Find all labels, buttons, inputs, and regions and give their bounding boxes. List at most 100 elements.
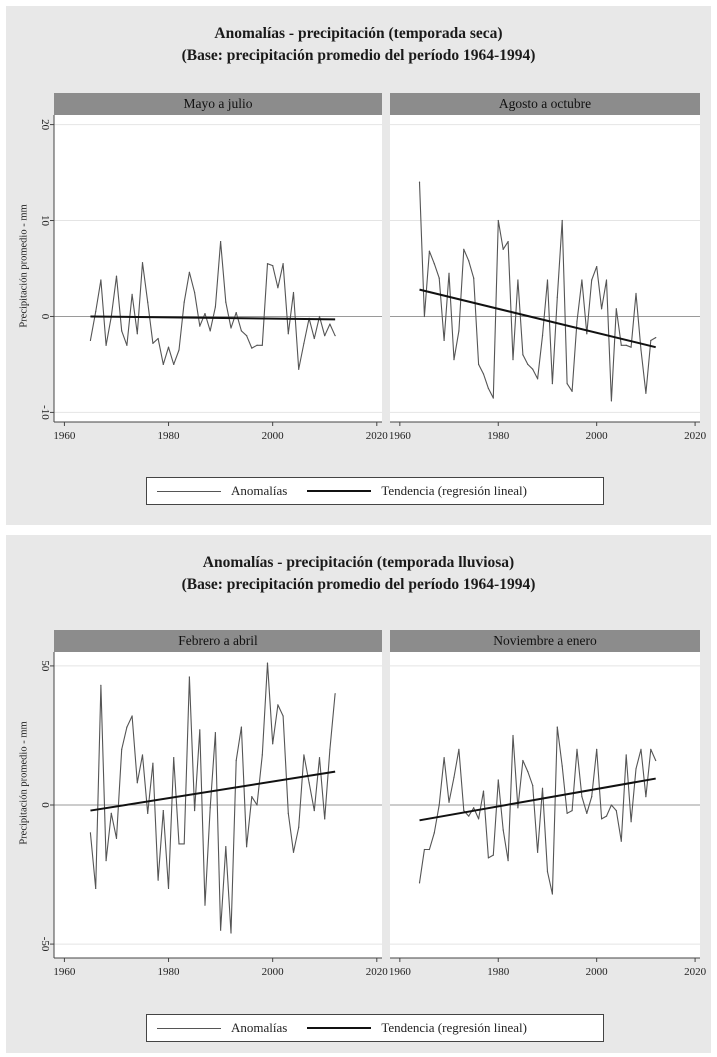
data-point xyxy=(477,818,480,820)
data-point xyxy=(251,796,253,798)
data-point xyxy=(303,754,305,756)
data-point xyxy=(193,291,196,294)
data-point xyxy=(605,815,608,817)
data-point xyxy=(89,832,92,834)
data-point xyxy=(571,809,573,812)
legend-item-anomalies: Anomalías xyxy=(157,1020,287,1036)
data-point xyxy=(115,837,118,839)
data-point xyxy=(141,754,144,756)
data-point xyxy=(615,308,617,310)
data-point xyxy=(188,676,190,678)
panel-header xyxy=(54,630,382,652)
x-tick-label: 2000 xyxy=(586,966,609,978)
legend-item-anomalies: Anomalías xyxy=(157,483,287,499)
data-point xyxy=(131,715,133,717)
data-point xyxy=(473,807,475,809)
data-point xyxy=(630,346,632,348)
data-point xyxy=(507,241,509,243)
data-point xyxy=(458,330,460,332)
data-point xyxy=(650,748,652,750)
data-point xyxy=(199,325,201,327)
data-point xyxy=(214,732,216,734)
data-point xyxy=(423,848,426,851)
data-point xyxy=(100,279,102,281)
data-point xyxy=(527,771,529,773)
data-point xyxy=(477,363,480,366)
data-point xyxy=(438,804,440,806)
data-point xyxy=(443,757,445,759)
series-anomalies-line xyxy=(89,662,336,934)
data-point xyxy=(591,796,593,798)
data-point xyxy=(428,250,430,252)
data-point xyxy=(645,392,647,394)
data-point xyxy=(458,748,460,750)
data-point xyxy=(581,796,583,798)
data-point xyxy=(282,715,284,717)
legend-swatch-thin-line xyxy=(157,490,221,492)
data-point xyxy=(532,784,534,787)
data-point xyxy=(266,662,269,664)
x-tick-label: 1960 xyxy=(389,966,412,978)
data-point xyxy=(561,765,563,767)
data-point xyxy=(640,748,642,750)
data-point xyxy=(468,260,470,262)
x-tick-label: 1980 xyxy=(158,430,181,442)
legend-swatch-thick-line xyxy=(307,1027,372,1029)
chart-subtitle: (Base: precipitación promedio del períod… xyxy=(181,47,536,64)
data-point xyxy=(541,335,544,337)
data-point xyxy=(282,263,284,265)
data-point xyxy=(428,848,430,851)
data-point xyxy=(324,335,326,337)
data-point xyxy=(645,796,647,798)
data-point xyxy=(230,932,232,934)
legend-label: Tendencia (regresión lineal) xyxy=(381,483,527,498)
data-point xyxy=(443,339,445,342)
data-point xyxy=(209,807,211,809)
data-point xyxy=(235,312,237,314)
data-point xyxy=(277,287,279,289)
x-tick-label: 2020 xyxy=(366,430,389,442)
data-point xyxy=(121,748,123,750)
legend: Anomalías Tendencia (regresión lineal) xyxy=(146,477,604,505)
data-point xyxy=(473,277,475,279)
data-point xyxy=(448,272,450,274)
data-point xyxy=(468,815,470,817)
data-point xyxy=(95,311,97,313)
data-point xyxy=(178,843,180,845)
data-point xyxy=(650,339,652,342)
data-point xyxy=(453,359,455,361)
data-point xyxy=(600,818,603,820)
x-tick-label: 1960 xyxy=(53,430,76,442)
data-point xyxy=(541,787,544,789)
data-point xyxy=(655,759,657,762)
series-trend-line xyxy=(90,770,336,812)
data-point xyxy=(136,782,138,784)
data-point xyxy=(620,840,622,842)
data-point xyxy=(453,776,455,778)
panel-title: Mayo a julio xyxy=(184,96,253,111)
data-point xyxy=(152,342,154,344)
data-point xyxy=(502,248,504,250)
data-point xyxy=(537,851,539,853)
series-trend-line xyxy=(419,777,656,822)
data-point xyxy=(581,279,583,281)
data-point xyxy=(147,812,149,814)
data-point xyxy=(261,344,263,346)
series-trend-line xyxy=(419,288,656,349)
data-point xyxy=(298,826,300,828)
data-point xyxy=(193,809,196,812)
data-point xyxy=(157,879,159,881)
data-point xyxy=(131,293,133,296)
data-point xyxy=(329,748,331,750)
data-point xyxy=(522,354,524,356)
legend-item-trend: Tendencia (regresión lineal) xyxy=(307,1020,527,1036)
chart-subtitle: (Base: precipitación promedio del períod… xyxy=(181,576,536,593)
panel-header xyxy=(54,93,382,115)
data-point xyxy=(334,335,336,337)
data-point xyxy=(126,726,128,728)
legend-label: Tendencia (regresión lineal) xyxy=(381,1020,527,1035)
data-point xyxy=(256,804,258,806)
data-point xyxy=(507,860,509,862)
data-point xyxy=(89,339,92,342)
y-tick-label: 10 xyxy=(39,215,51,227)
